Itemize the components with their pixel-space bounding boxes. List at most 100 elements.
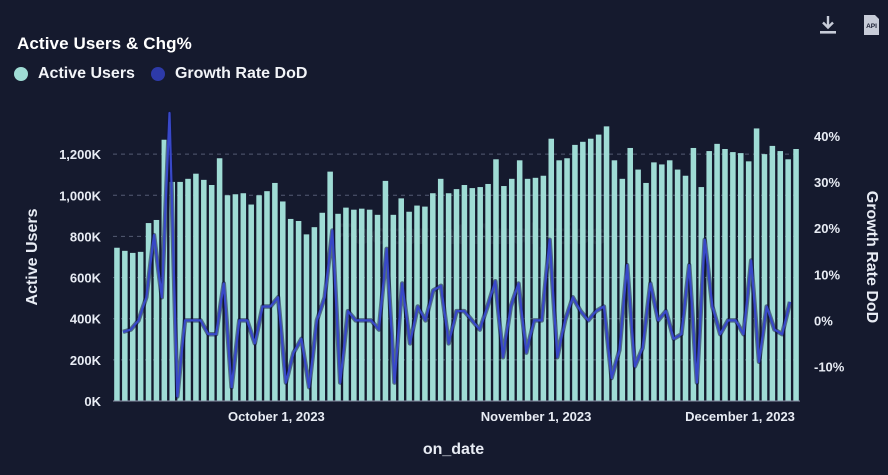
bar-active-users bbox=[303, 234, 310, 401]
bar-active-users bbox=[208, 185, 215, 401]
bar-active-users bbox=[461, 185, 468, 401]
y-left-axis-title: Active Users bbox=[24, 208, 41, 305]
bar-active-users bbox=[722, 149, 728, 401]
bar-active-users bbox=[232, 194, 239, 401]
bar-active-users bbox=[256, 195, 262, 401]
bar-active-users bbox=[611, 160, 618, 401]
bar-active-users bbox=[414, 205, 420, 401]
bar-active-users bbox=[248, 204, 254, 401]
legend-item-active-users[interactable]: Active Users bbox=[14, 65, 135, 83]
bar-active-users bbox=[666, 160, 673, 401]
bar-active-users bbox=[477, 187, 483, 401]
x-tick-label: December 1, 2023 bbox=[685, 409, 795, 424]
bar-active-users bbox=[532, 177, 539, 401]
x-axis-title: on_date bbox=[423, 441, 484, 458]
bar-active-users bbox=[406, 211, 412, 401]
bar-active-users bbox=[651, 162, 657, 401]
x-tick-label: November 1, 2023 bbox=[481, 409, 592, 424]
bar-active-users bbox=[272, 182, 278, 401]
bar-active-users bbox=[343, 207, 349, 401]
bar-active-users bbox=[295, 221, 302, 401]
bar-active-users bbox=[769, 145, 776, 401]
y-left-tick-label: 0K bbox=[84, 394, 101, 409]
legend-item-growth-rate[interactable]: Growth Rate DoD bbox=[150, 65, 308, 83]
bar-active-users bbox=[280, 201, 286, 401]
bar-active-users bbox=[738, 153, 744, 401]
bar-active-users bbox=[264, 191, 270, 401]
bar-active-users bbox=[714, 143, 720, 402]
y-left-tick-label: 200K bbox=[70, 353, 102, 368]
y-left-tick-label: 1,200K bbox=[59, 147, 102, 162]
bar-active-users bbox=[627, 147, 633, 401]
bar-active-users bbox=[564, 158, 570, 401]
bar-active-users bbox=[185, 178, 191, 401]
bar-active-users bbox=[311, 227, 318, 401]
bar-active-users bbox=[572, 144, 578, 401]
bar-active-users bbox=[382, 180, 389, 401]
bar-active-users bbox=[351, 209, 357, 401]
bar-active-users bbox=[674, 169, 681, 401]
api-icon-label: API bbox=[866, 23, 877, 30]
y-left-tick-label: 400K bbox=[70, 312, 102, 327]
y-left-tick-label: 1,000K bbox=[59, 188, 102, 203]
legend-marker-growth-rate bbox=[150, 67, 165, 81]
bar-active-users bbox=[122, 250, 128, 401]
bar-active-users bbox=[366, 209, 373, 401]
api-icon[interactable]: API bbox=[862, 14, 882, 36]
bar-active-users bbox=[374, 214, 381, 401]
bar-active-users bbox=[216, 158, 223, 401]
x-tick-label: October 1, 2023 bbox=[228, 409, 325, 424]
bar-active-users bbox=[516, 160, 523, 401]
bar-active-users bbox=[587, 138, 594, 401]
bar-active-users bbox=[445, 193, 452, 401]
bar-active-users bbox=[556, 160, 562, 401]
y-right-tick-label: 40% bbox=[814, 129, 840, 144]
bar-active-users bbox=[509, 178, 515, 401]
bar-active-users bbox=[422, 206, 428, 401]
bar-active-users bbox=[177, 181, 183, 401]
bar-active-users bbox=[643, 182, 649, 401]
y-left-tick-label: 800K bbox=[70, 229, 102, 244]
bar-active-users bbox=[224, 195, 231, 401]
bar-active-users bbox=[793, 149, 799, 401]
bar-active-users bbox=[287, 218, 294, 401]
bar-active-users bbox=[603, 126, 610, 402]
legend-label-growth-rate: Growth Rate DoD bbox=[174, 65, 308, 82]
y-right-tick-label: 20% bbox=[814, 221, 840, 236]
growth-rate-line bbox=[122, 111, 792, 398]
bar-active-users bbox=[595, 134, 602, 401]
legend-label-active-users: Active Users bbox=[38, 65, 135, 82]
bar-active-users bbox=[785, 159, 791, 401]
bar-active-users bbox=[137, 251, 144, 401]
bar-active-users bbox=[327, 171, 333, 401]
chart-legend: Active Users Growth Rate DoD bbox=[14, 65, 323, 83]
bar-active-users bbox=[777, 151, 784, 401]
bar-active-users bbox=[619, 178, 626, 401]
legend-marker-active-users bbox=[14, 67, 28, 81]
bar-active-users bbox=[193, 173, 199, 401]
bar-active-users bbox=[390, 214, 397, 401]
y-right-tick-label: 0% bbox=[814, 313, 833, 328]
bar-active-users bbox=[580, 141, 586, 402]
download-icon[interactable] bbox=[818, 14, 838, 36]
bar-active-users bbox=[469, 188, 476, 401]
chart-title: Active Users & Chg% bbox=[17, 34, 192, 53]
y-right-axis-title: Growth Rate DoD bbox=[863, 191, 880, 323]
bar-active-users bbox=[153, 219, 160, 401]
bar-active-users bbox=[753, 128, 760, 401]
bar-active-users bbox=[240, 193, 247, 401]
bar-active-users bbox=[730, 152, 736, 401]
y-right-tick-label: -10% bbox=[814, 359, 845, 374]
bar-active-users bbox=[635, 169, 641, 401]
bar-active-users bbox=[453, 189, 460, 401]
y-right-tick-label: 10% bbox=[814, 267, 840, 282]
bar-active-users bbox=[524, 178, 531, 401]
bar-active-users bbox=[761, 154, 768, 401]
bar-active-users bbox=[201, 179, 207, 401]
bar-active-users bbox=[145, 223, 152, 401]
bar-active-users bbox=[690, 147, 697, 401]
bar-active-users bbox=[114, 247, 120, 401]
bar-active-users bbox=[501, 186, 507, 401]
